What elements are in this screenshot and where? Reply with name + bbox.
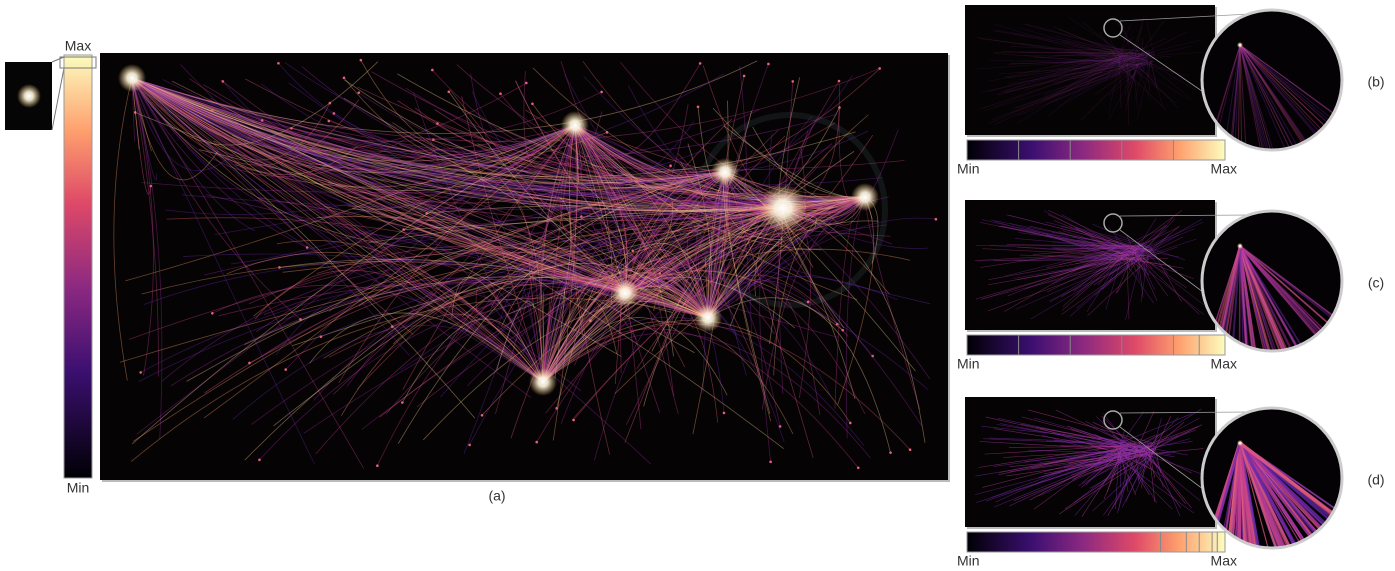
node — [320, 335, 323, 338]
node — [935, 218, 938, 221]
node — [849, 422, 852, 425]
node — [791, 80, 794, 83]
inset-link — [52, 57, 64, 62]
node — [769, 461, 772, 464]
colorbar — [967, 335, 1225, 355]
node — [535, 441, 538, 444]
node — [357, 91, 360, 94]
hub-glow — [118, 64, 146, 92]
caption: (c) — [1368, 275, 1384, 291]
hub-glow — [711, 158, 739, 186]
node — [572, 419, 575, 422]
node — [481, 414, 484, 417]
hub-glow — [851, 183, 879, 211]
inset-glow — [17, 84, 41, 108]
node — [531, 102, 534, 105]
node — [841, 329, 844, 332]
node — [878, 67, 881, 70]
node — [284, 368, 287, 371]
node — [278, 266, 281, 269]
node — [743, 75, 746, 78]
zoom-edge — [1239, 246, 1240, 396]
node — [723, 412, 726, 415]
node — [402, 228, 405, 231]
colorbar-min: Min — [957, 356, 980, 372]
node — [838, 106, 841, 109]
zoom-point — [1237, 42, 1243, 48]
colorbar-min: Min — [957, 553, 980, 569]
colorbar-max: Max — [1211, 553, 1237, 569]
colorbar-max: Max — [1211, 356, 1237, 372]
node — [139, 371, 142, 374]
node — [889, 451, 892, 454]
node — [258, 459, 261, 462]
node — [699, 62, 702, 65]
node — [838, 80, 841, 83]
node — [600, 91, 603, 94]
colorbar-min: Min — [67, 480, 90, 496]
figure: Max Min (a) Min Max (b) Min Max (c) Min Max (d) — [0, 0, 1395, 571]
node — [669, 164, 672, 167]
node — [525, 82, 528, 85]
node — [329, 102, 332, 105]
hub-glow — [529, 368, 557, 396]
node — [807, 301, 810, 304]
caption: (a) — [488, 488, 505, 504]
inset-link — [52, 68, 64, 130]
node — [857, 466, 860, 469]
node — [767, 63, 770, 66]
colorbar-max: Max — [65, 38, 91, 54]
node — [290, 127, 293, 130]
node — [631, 249, 634, 252]
node — [343, 77, 346, 80]
zoom-point — [1237, 440, 1243, 446]
node — [697, 106, 700, 109]
node — [277, 62, 280, 65]
colorbar — [64, 55, 92, 478]
node — [306, 246, 309, 249]
node — [468, 444, 471, 447]
zoom-point — [1237, 243, 1243, 249]
side-panels: Min Max (b) Min Max (c) Min Max (d) — [957, 5, 1385, 571]
node — [360, 59, 363, 62]
node — [447, 90, 450, 93]
node — [431, 69, 434, 72]
node — [211, 312, 214, 315]
node — [909, 448, 912, 451]
hub-glow — [694, 304, 722, 332]
node — [499, 92, 502, 95]
caption: (b) — [1367, 74, 1384, 90]
hub-glow — [561, 111, 589, 139]
caption: (d) — [1367, 472, 1384, 488]
hub-glow — [759, 184, 807, 232]
node — [376, 464, 379, 467]
node — [333, 112, 336, 115]
hub-glow — [611, 279, 639, 307]
node — [401, 401, 404, 404]
colorbar-min: Min — [957, 161, 980, 177]
colorbar — [967, 140, 1225, 160]
colorbar-max: Max — [1211, 161, 1237, 177]
